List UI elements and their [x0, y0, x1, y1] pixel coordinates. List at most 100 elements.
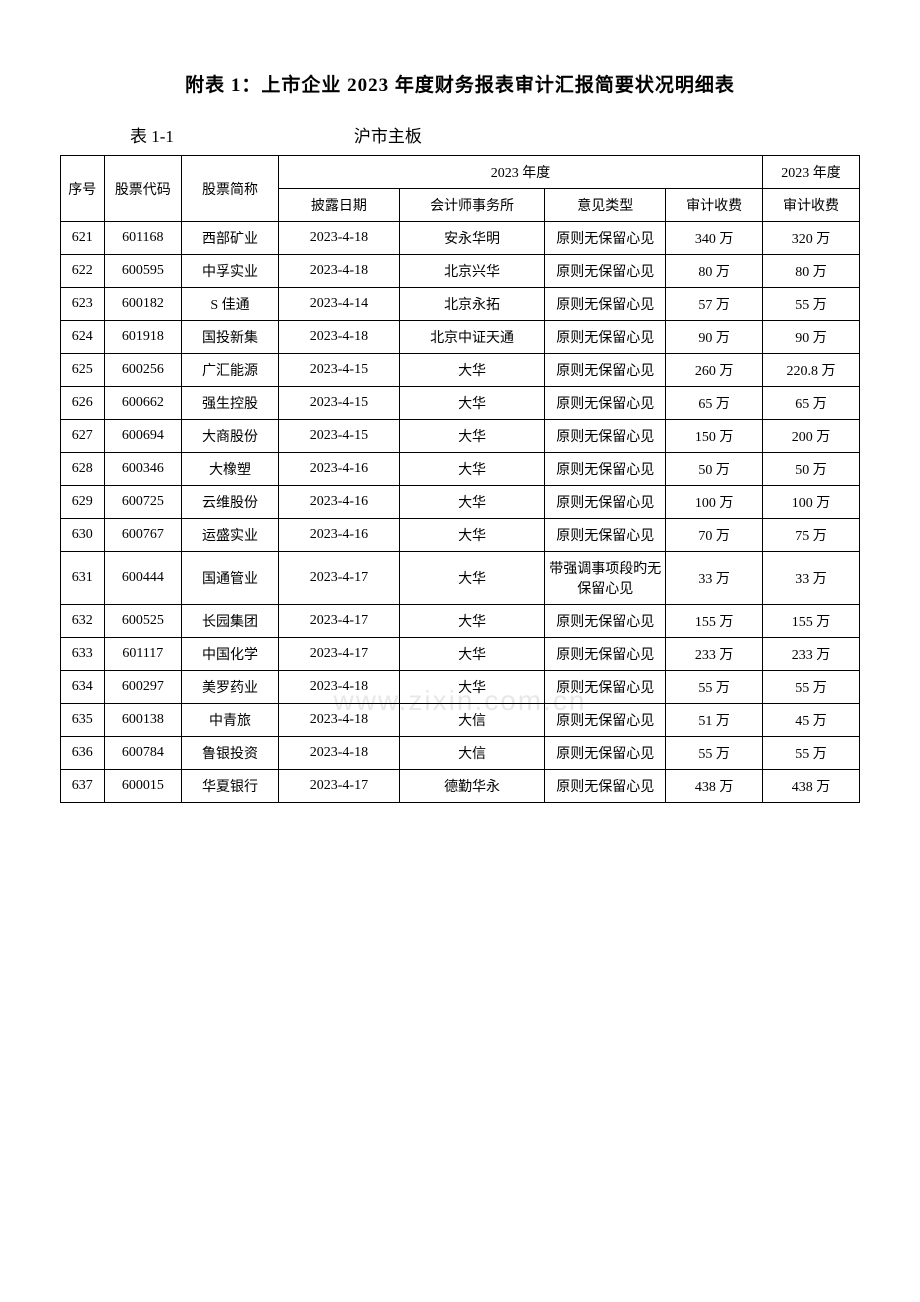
cell-fee: 57 万	[666, 288, 763, 321]
header-date: 披露日期	[278, 189, 399, 222]
cell-date: 2023-4-14	[278, 288, 399, 321]
cell-fee2: 155 万	[763, 605, 860, 638]
table-row: 627600694大商股份2023-4-15大华原则无保留心见150 万200 …	[61, 420, 860, 453]
cell-name: 大橡塑	[182, 453, 279, 486]
cell-date: 2023-4-17	[278, 770, 399, 803]
cell-opinion: 原则无保留心见	[545, 387, 666, 420]
cell-code: 600346	[104, 453, 181, 486]
cell-opinion: 原则无保留心见	[545, 519, 666, 552]
cell-date: 2023-4-18	[278, 671, 399, 704]
cell-fee2: 50 万	[763, 453, 860, 486]
cell-firm: 大华	[399, 354, 544, 387]
cell-name: 国投新集	[182, 321, 279, 354]
cell-fee: 155 万	[666, 605, 763, 638]
cell-fee: 33 万	[666, 552, 763, 605]
table-row: 630600767运盛实业2023-4-16大华原则无保留心见70 万75 万	[61, 519, 860, 552]
cell-date: 2023-4-16	[278, 453, 399, 486]
cell-name: 长园集团	[182, 605, 279, 638]
header-seq: 序号	[61, 156, 105, 222]
table-row: 621601168西部矿业2023-4-18安永华明原则无保留心见340 万32…	[61, 222, 860, 255]
cell-seq: 621	[61, 222, 105, 255]
cell-firm: 北京永拓	[399, 288, 544, 321]
cell-firm: 北京兴华	[399, 255, 544, 288]
cell-name: 华夏银行	[182, 770, 279, 803]
table-row: 637600015华夏银行2023-4-17德勤华永原则无保留心见438 万43…	[61, 770, 860, 803]
header-period: 2023 年度	[278, 156, 762, 189]
table-row: 631600444国通管业2023-4-17大华带强调事项段旳无保留心见33 万…	[61, 552, 860, 605]
cell-code: 600138	[104, 704, 181, 737]
cell-name: 国通管业	[182, 552, 279, 605]
cell-seq: 624	[61, 321, 105, 354]
cell-fee: 80 万	[666, 255, 763, 288]
cell-name: 中青旅	[182, 704, 279, 737]
cell-date: 2023-4-17	[278, 638, 399, 671]
cell-opinion: 原则无保留心见	[545, 420, 666, 453]
cell-opinion: 原则无保留心见	[545, 638, 666, 671]
cell-name: 广汇能源	[182, 354, 279, 387]
audit-table: 序号 股票代码 股票简称 2023 年度 2023 年度 披露日期 会计师事务所…	[60, 155, 860, 803]
header-fee2: 审计收费	[763, 189, 860, 222]
cell-fee: 55 万	[666, 671, 763, 704]
cell-name: 强生控股	[182, 387, 279, 420]
table-caption: 沪市主板	[354, 122, 422, 147]
cell-fee2: 65 万	[763, 387, 860, 420]
table-row: 626600662强生控股2023-4-15大华原则无保留心见65 万65 万	[61, 387, 860, 420]
cell-firm: 大华	[399, 519, 544, 552]
cell-opinion: 原则无保留心见	[545, 222, 666, 255]
cell-code: 601168	[104, 222, 181, 255]
cell-fee: 51 万	[666, 704, 763, 737]
header-opinion: 意见类型	[545, 189, 666, 222]
cell-seq: 627	[61, 420, 105, 453]
table-row: 633601117中国化学2023-4-17大华原则无保留心见233 万233 …	[61, 638, 860, 671]
cell-fee2: 45 万	[763, 704, 860, 737]
table-row: 635600138中青旅2023-4-18大信原则无保留心见51 万45 万	[61, 704, 860, 737]
cell-opinion: 原则无保留心见	[545, 737, 666, 770]
cell-firm: 大华	[399, 638, 544, 671]
cell-fee2: 233 万	[763, 638, 860, 671]
cell-fee: 70 万	[666, 519, 763, 552]
subtitle-row: 表 1-1 沪市主板	[60, 122, 860, 147]
cell-code: 601918	[104, 321, 181, 354]
cell-seq: 625	[61, 354, 105, 387]
cell-firm: 大华	[399, 453, 544, 486]
cell-firm: 大华	[399, 605, 544, 638]
cell-fee2: 75 万	[763, 519, 860, 552]
cell-code: 600694	[104, 420, 181, 453]
cell-name: 中孚实业	[182, 255, 279, 288]
cell-firm: 大华	[399, 552, 544, 605]
table-row: 622600595中孚实业2023-4-18北京兴华原则无保留心见80 万80 …	[61, 255, 860, 288]
cell-date: 2023-4-18	[278, 737, 399, 770]
cell-fee2: 220.8 万	[763, 354, 860, 387]
cell-seq: 635	[61, 704, 105, 737]
cell-seq: 630	[61, 519, 105, 552]
cell-firm: 大信	[399, 737, 544, 770]
cell-fee2: 438 万	[763, 770, 860, 803]
cell-fee: 90 万	[666, 321, 763, 354]
cell-firm: 大华	[399, 387, 544, 420]
cell-date: 2023-4-15	[278, 354, 399, 387]
table-row: 629600725云维股份2023-4-16大华原则无保留心见100 万100 …	[61, 486, 860, 519]
cell-fee: 150 万	[666, 420, 763, 453]
header-name: 股票简称	[182, 156, 279, 222]
cell-fee2: 200 万	[763, 420, 860, 453]
header-period2: 2023 年度	[763, 156, 860, 189]
cell-fee2: 55 万	[763, 737, 860, 770]
cell-fee: 438 万	[666, 770, 763, 803]
cell-seq: 622	[61, 255, 105, 288]
cell-seq: 632	[61, 605, 105, 638]
cell-code: 600767	[104, 519, 181, 552]
cell-date: 2023-4-17	[278, 552, 399, 605]
cell-date: 2023-4-18	[278, 255, 399, 288]
cell-date: 2023-4-18	[278, 704, 399, 737]
cell-fee: 260 万	[666, 354, 763, 387]
table-row: 632600525长园集团2023-4-17大华原则无保留心见155 万155 …	[61, 605, 860, 638]
cell-fee: 340 万	[666, 222, 763, 255]
cell-date: 2023-4-18	[278, 321, 399, 354]
cell-date: 2023-4-17	[278, 605, 399, 638]
cell-name: 中国化学	[182, 638, 279, 671]
cell-name: 美罗药业	[182, 671, 279, 704]
cell-code: 600297	[104, 671, 181, 704]
cell-date: 2023-4-16	[278, 486, 399, 519]
table-row: 628600346大橡塑2023-4-16大华原则无保留心见50 万50 万	[61, 453, 860, 486]
table-row: 636600784鲁银投资2023-4-18大信原则无保留心见55 万55 万	[61, 737, 860, 770]
